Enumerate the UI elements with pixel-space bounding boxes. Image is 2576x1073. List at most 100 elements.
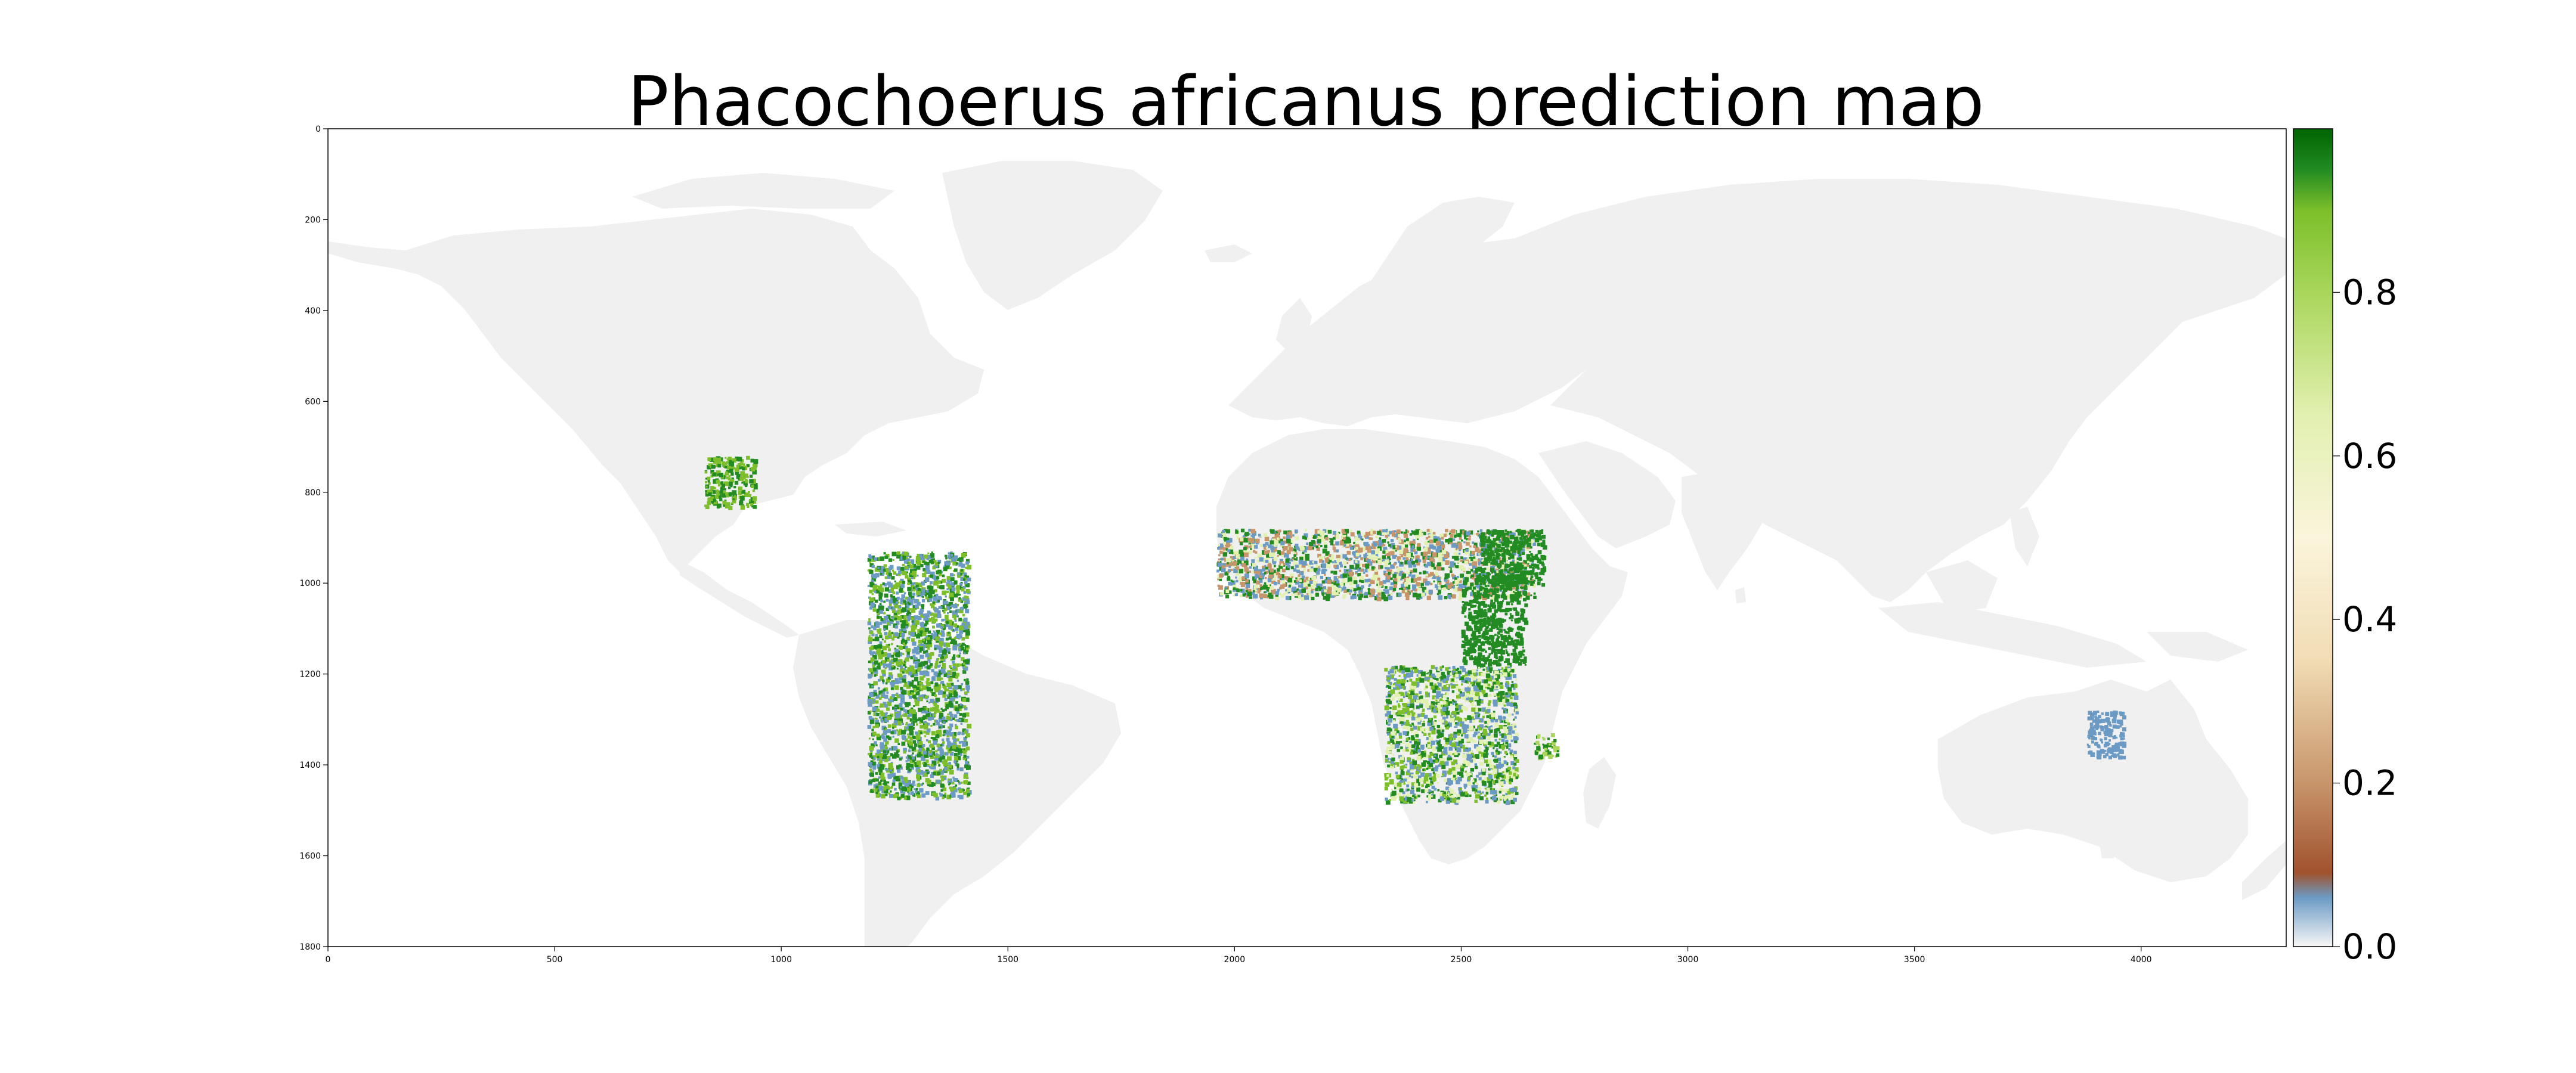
prediction-cell <box>1449 768 1452 771</box>
prediction-cell <box>1508 776 1511 779</box>
prediction-cell <box>1481 572 1486 576</box>
prediction-cell <box>1430 781 1433 785</box>
prediction-cell <box>1433 708 1438 712</box>
prediction-cell <box>1488 579 1493 584</box>
prediction-cell <box>1309 560 1314 565</box>
prediction-cell <box>1319 559 1323 563</box>
prediction-cell <box>1465 608 1467 611</box>
prediction-cell <box>1457 796 1460 800</box>
prediction-cell <box>1385 559 1389 564</box>
prediction-cell <box>1426 694 1429 697</box>
prediction-cell <box>1355 566 1359 570</box>
prediction-cell <box>740 471 745 476</box>
prediction-cell <box>1323 542 1327 545</box>
prediction-cell <box>1269 591 1271 594</box>
prediction-cell <box>1382 532 1386 535</box>
prediction-cell <box>1500 655 1503 657</box>
prediction-cell <box>1227 577 1231 581</box>
prediction-cell <box>1476 702 1481 706</box>
prediction-cell <box>1388 569 1392 574</box>
prediction-cell <box>1349 593 1351 595</box>
prediction-cell <box>1451 556 1455 559</box>
prediction-cell <box>1222 531 1226 535</box>
prediction-cell <box>1455 716 1460 721</box>
prediction-cell <box>1507 731 1512 736</box>
prediction-cell <box>711 464 716 469</box>
prediction-cell <box>1515 530 1518 532</box>
prediction-cell <box>1412 760 1417 765</box>
prediction-cell <box>1490 796 1493 799</box>
prediction-cell <box>1465 560 1468 565</box>
prediction-cell <box>1483 582 1486 585</box>
prediction-cell <box>1463 541 1466 544</box>
prediction-cell <box>1419 678 1425 683</box>
prediction-cell <box>1281 568 1286 573</box>
prediction-cell <box>1496 548 1500 553</box>
prediction-cell <box>1467 777 1470 780</box>
prediction-cell <box>1393 724 1398 728</box>
prediction-cell <box>1542 573 1545 576</box>
prediction-cell <box>1371 566 1375 570</box>
prediction-cell <box>1365 532 1370 536</box>
prediction-cell <box>1451 594 1456 599</box>
prediction-cell <box>1491 641 1496 646</box>
prediction-cell <box>1336 554 1340 559</box>
prediction-cell <box>1491 624 1496 629</box>
prediction-cell <box>1398 781 1401 784</box>
new-zealand <box>2242 841 2286 900</box>
prediction-cell <box>1394 665 1398 669</box>
prediction-cell <box>1304 549 1307 553</box>
prediction-cell <box>1410 590 1413 593</box>
prediction-cell <box>1395 545 1400 549</box>
prediction-cell <box>1500 717 1503 720</box>
prediction-cell <box>1258 577 1261 580</box>
prediction-cell <box>1537 581 1541 585</box>
prediction-cell <box>1447 751 1452 756</box>
prediction-cell <box>1477 786 1482 791</box>
prediction-cell <box>1551 746 1554 749</box>
prediction-cell <box>1222 541 1226 545</box>
prediction-cell <box>1442 550 1446 554</box>
prediction-cell <box>1355 560 1360 565</box>
prediction-cell <box>1444 704 1447 707</box>
prediction-cell <box>1405 557 1408 560</box>
prediction-cell <box>1512 730 1515 734</box>
prediction-cell <box>1500 788 1503 791</box>
prediction-cell <box>1225 564 1229 567</box>
prediction-cell <box>1386 774 1389 777</box>
prediction-cell <box>1324 573 1326 576</box>
prediction-cell <box>1246 545 1249 548</box>
prediction-cell <box>1502 756 1504 759</box>
prediction-cell <box>1465 770 1467 773</box>
prediction-cell <box>1470 752 1474 756</box>
prediction-cell <box>1445 725 1449 730</box>
prediction-cell <box>1498 628 1503 633</box>
prediction-cell <box>1406 571 1408 573</box>
prediction-cell <box>909 764 914 768</box>
prediction-cell <box>1431 745 1433 747</box>
prediction-cell <box>1513 702 1517 706</box>
prediction-cell <box>1519 554 1521 557</box>
prediction-cell <box>1358 596 1362 600</box>
prediction-cell <box>1295 544 1299 547</box>
prediction-cell <box>749 499 754 504</box>
prediction-cell <box>1469 719 1473 723</box>
prediction-cell <box>1448 755 1451 758</box>
prediction-cell <box>1394 682 1398 686</box>
prediction-cell <box>1391 731 1396 736</box>
prediction-cell <box>1478 708 1482 712</box>
prediction-cell <box>1537 578 1541 582</box>
prediction-cell <box>1553 749 1557 753</box>
prediction-cell <box>1469 545 1472 548</box>
prediction-cell <box>1388 761 1391 764</box>
prediction-cell <box>716 491 720 496</box>
prediction-cell <box>1487 655 1490 658</box>
prediction-cell <box>1333 560 1337 563</box>
prediction-cell <box>1221 535 1223 538</box>
prediction-cell <box>1479 663 1484 668</box>
prediction-cell <box>1361 580 1364 583</box>
prediction-cell <box>1273 588 1276 592</box>
prediction-cell <box>1338 585 1341 588</box>
prediction-cell <box>1401 778 1403 780</box>
prediction-cell <box>708 492 712 497</box>
